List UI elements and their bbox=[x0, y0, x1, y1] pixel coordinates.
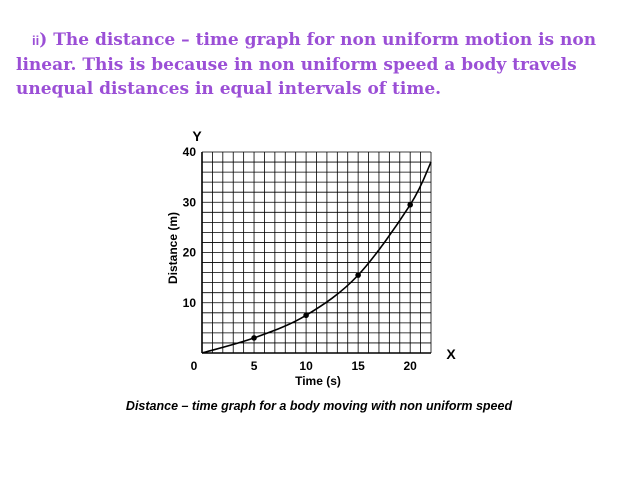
chart-tick-labels: 5 10 15 20 10 20 30 40 bbox=[183, 145, 418, 373]
data-point bbox=[251, 335, 257, 341]
chart-axes bbox=[201, 152, 431, 354]
heading-line-1: ii) The distance – time graph for non un… bbox=[16, 28, 626, 53]
origin-label: 0 bbox=[191, 359, 198, 373]
y-axis-label: Distance (m) bbox=[166, 212, 180, 284]
chart-grid bbox=[201, 151, 432, 354]
heading-text: ii) The distance – time graph for non un… bbox=[16, 28, 626, 101]
x-axis-letter: X bbox=[446, 346, 456, 362]
data-point bbox=[303, 312, 309, 319]
heading-line-2: linear. This is because in non uniform s… bbox=[16, 55, 577, 75]
x-tick-label: 20 bbox=[404, 359, 418, 373]
y-tick-label: 10 bbox=[183, 296, 197, 310]
y-axis-letter: Y bbox=[192, 128, 202, 144]
y-tick-label: 40 bbox=[183, 145, 197, 159]
chart-caption-text: Distance – time graph for a body moving … bbox=[125, 399, 513, 413]
y-tick-label: 20 bbox=[183, 246, 197, 260]
x-axis-label: Time (s) bbox=[295, 374, 341, 388]
x-tick-label: 5 bbox=[251, 359, 258, 373]
x-tick-label: 15 bbox=[351, 359, 365, 373]
heading-line-1-text: ) The distance – time graph for non unif… bbox=[39, 30, 597, 50]
chart-caption: Distance – time graph for a body moving … bbox=[0, 399, 638, 413]
x-tick-label: 10 bbox=[299, 359, 313, 373]
heading-line-3: unequal distances in equal intervals of … bbox=[16, 79, 442, 99]
chart-data-points bbox=[251, 201, 413, 341]
data-point bbox=[355, 272, 361, 278]
y-tick-label: 30 bbox=[183, 195, 197, 209]
data-point bbox=[407, 201, 413, 208]
heading-roman-numeral: ii bbox=[32, 33, 40, 48]
